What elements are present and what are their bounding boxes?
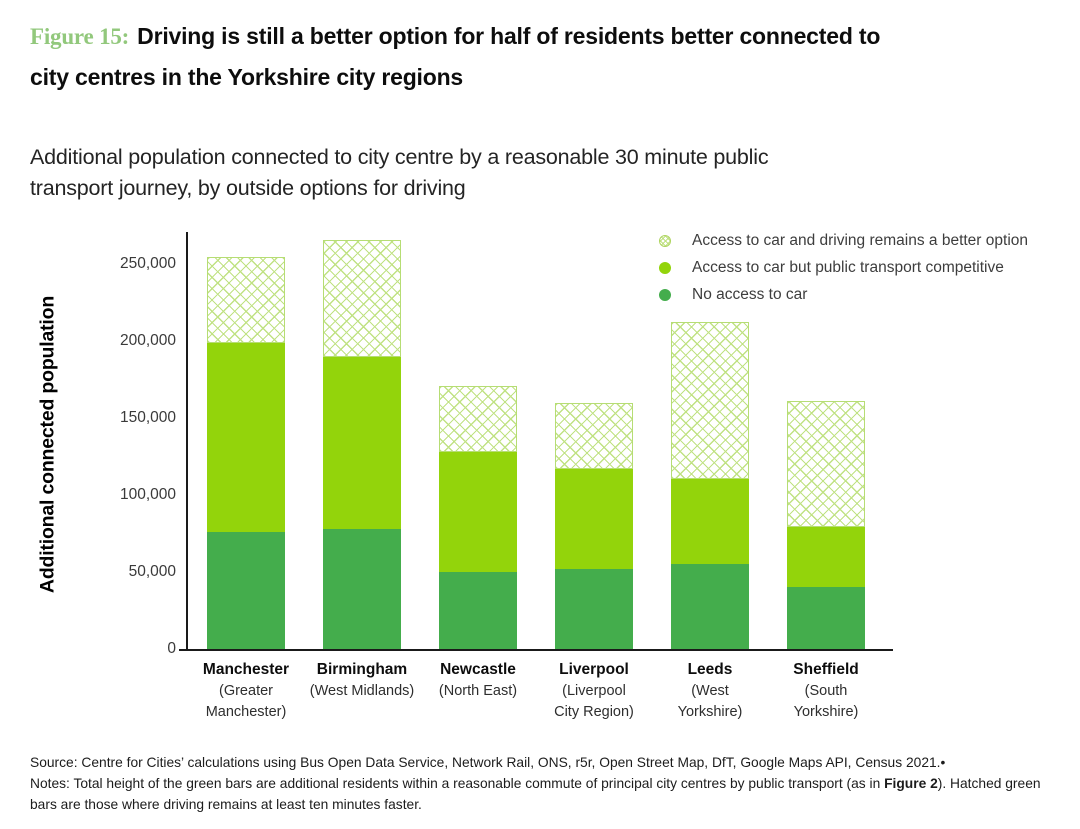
bar-newcastle: [439, 386, 517, 649]
legend-dark-circle-icon: [659, 288, 671, 301]
legend-label: Access to car and driving remains a bett…: [692, 231, 1029, 249]
bar-segment: [323, 529, 401, 649]
legend-item: Access to car and driving remains a bett…: [659, 227, 1028, 254]
y-axis-line: [186, 232, 188, 651]
x-axis-line: [179, 649, 893, 651]
bar-leeds: [671, 322, 749, 649]
notes-text-suffix: ). Hatched green bars are those where dr…: [30, 776, 1041, 812]
x-label-liverpool: Liverpool (Liverpool City Region): [526, 659, 662, 723]
legend-label: No access to car: [692, 285, 808, 303]
x-label-newcastle: Newcastle (North East): [410, 659, 546, 702]
legend-item: Access to car but public transport compe…: [659, 254, 1028, 281]
x-label-region: Yorkshire): [677, 704, 743, 720]
stacked-bar-chart: Additional connected population 0 50,000 1…: [0, 222, 1080, 745]
x-label-region: (West Midlands): [309, 683, 415, 699]
bar-birmingham: [323, 240, 401, 649]
chart-subtitle: Additional population connected to city …: [0, 98, 1080, 204]
notes-figure-ref: Figure 2: [884, 776, 938, 791]
y-tick-label: 250,000: [119, 255, 176, 272]
bar-segment: [323, 357, 401, 529]
x-label-city: Liverpool: [559, 661, 629, 678]
x-label-region: (North East): [438, 683, 518, 699]
y-tick-label: 0: [167, 640, 176, 657]
x-label-region: Manchester): [205, 704, 287, 720]
figure-title-text-1: Driving is still a better option for hal…: [137, 23, 881, 49]
legend-light-circle-icon: [659, 261, 671, 274]
chart-subtitle-line-2: transport journey, by outside options fo…: [30, 176, 466, 200]
x-label-region: (South: [804, 683, 848, 699]
y-tick-label: 100,000: [119, 486, 176, 503]
legend-label: Access to car but public transport compe…: [692, 258, 1004, 276]
x-label-region: (Liverpool: [562, 683, 626, 699]
bar-segment: [555, 569, 633, 649]
bar-segment: [787, 587, 865, 649]
x-label-city: Birmingham: [316, 661, 408, 678]
source-text: Source: Centre for Cities’ calculations …: [30, 755, 946, 770]
figure-number-label: Figure 15:: [30, 24, 130, 49]
bar-segment: [787, 401, 865, 527]
x-label-region: (West: [691, 683, 729, 699]
bar-segment: [207, 343, 285, 532]
bar-segment: [439, 452, 517, 572]
figure-title-text-2: city centres in the Yorkshire city regio…: [30, 64, 464, 90]
x-label-manchester: Manchester (Greater Manchester): [178, 659, 314, 723]
x-label-birmingham: Birmingham (West Midlands): [294, 659, 430, 702]
y-tick-label: 50,000: [128, 563, 176, 580]
chart-legend: Access to car and driving remains a bett…: [659, 227, 1028, 308]
x-label-city: Manchester: [202, 661, 290, 678]
x-label-city: Leeds: [687, 661, 733, 678]
y-tick-label: 150,000: [119, 409, 176, 426]
bar-segment: [207, 257, 285, 343]
figure-title-line-1: Figure 15: Driving is still a better opti…: [30, 16, 1050, 57]
bar-segment: [439, 386, 517, 452]
bar-segment: [787, 527, 865, 587]
x-label-sheffield: Sheffield (South Yorkshire): [758, 659, 894, 723]
bar-segment: [207, 532, 285, 649]
bar-segment: [555, 403, 633, 469]
bar-segment: [439, 572, 517, 649]
legend-hatch-circle-icon: [659, 234, 671, 247]
legend-item: No access to car: [659, 281, 1028, 308]
x-label-city: Newcastle: [440, 661, 516, 678]
x-label-city: Sheffield: [793, 661, 859, 678]
bar-sheffield: [787, 401, 865, 649]
bar-segment: [671, 322, 749, 479]
footer-notes: Source: Centre for Cities’ calculations …: [30, 752, 1052, 815]
y-axis-title: Additional connected population: [36, 295, 59, 594]
bar-segment: [555, 469, 633, 569]
chart-subtitle-line-1: Additional population connected to city …: [30, 145, 769, 169]
bar-segment: [671, 564, 749, 649]
bar-segment: [671, 479, 749, 564]
y-tick-label: 200,000: [119, 332, 176, 349]
figure-title-line-2: city centres in the Yorkshire city regio…: [30, 57, 1050, 98]
x-label-region: City Region): [554, 704, 634, 720]
x-label-leeds: Leeds (West Yorkshire): [642, 659, 778, 723]
bar-segment: [323, 240, 401, 357]
figure-title: Figure 15: Driving is still a better opti…: [0, 0, 1080, 98]
bar-manchester: [207, 257, 285, 649]
x-label-region: (Greater: [219, 683, 273, 699]
notes-text-prefix: Notes: Total height of the green bars ar…: [30, 776, 885, 791]
x-label-region: Yorkshire): [793, 704, 859, 720]
bar-liverpool: [555, 403, 633, 649]
